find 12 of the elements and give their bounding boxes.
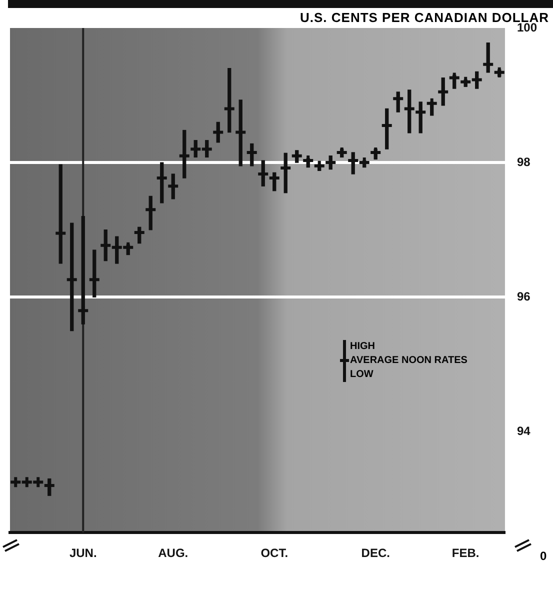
x-tick-label: DEC. (361, 546, 390, 560)
annotation: LOW (350, 368, 374, 382)
x-tick-label: FEB. (452, 546, 480, 560)
y-tick-label: 98 (516, 154, 531, 169)
y-tick-label: 96 (516, 289, 531, 304)
x-tick-label: OCT. (260, 546, 288, 560)
x-tick-label: AUG. (158, 546, 188, 560)
text: 0 (540, 549, 547, 563)
y-tick-label: 94 (516, 424, 531, 438)
x-tick-label: JUN. (69, 546, 97, 560)
annotation: HIGH (350, 340, 375, 354)
annotation: AVERAGE NOON RATES (350, 354, 468, 368)
